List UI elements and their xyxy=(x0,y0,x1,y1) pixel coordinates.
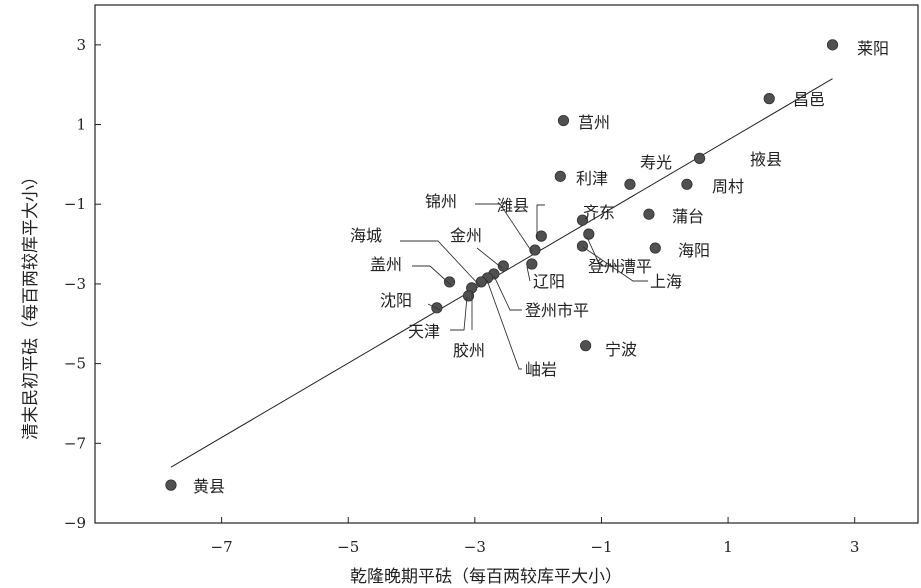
x-axis-label: 乾隆晚期平砝（每百两较库平大小） xyxy=(350,567,622,587)
data-point xyxy=(529,244,541,256)
data-point xyxy=(763,93,775,105)
data-point xyxy=(681,178,693,190)
y-tick-label: 1 xyxy=(76,116,86,134)
leader-line xyxy=(412,265,452,286)
plot-frame xyxy=(94,4,919,524)
point-label: 盖州 xyxy=(370,255,402,274)
data-point xyxy=(431,302,443,314)
label-leader-lines xyxy=(400,203,648,370)
y-tick-label: −9 xyxy=(64,514,86,532)
x-tick-label: −1 xyxy=(590,538,612,556)
point-label: 登州漕平 xyxy=(588,257,652,276)
y-axis-label: 清末民初平砝（每百两较库平大小） xyxy=(21,168,41,440)
point-label: 莒州 xyxy=(578,113,610,132)
leader-line xyxy=(586,236,624,267)
leader-line xyxy=(486,279,522,370)
point-label: 齐东 xyxy=(583,203,615,222)
y-tick-label: 3 xyxy=(76,36,86,54)
point-label: 宁波 xyxy=(605,340,637,359)
data-point xyxy=(580,340,592,352)
x-tick-label: 3 xyxy=(850,538,860,556)
y-tick-label: −5 xyxy=(64,355,86,373)
data-point xyxy=(643,208,655,220)
point-label: 寿光 xyxy=(640,153,672,172)
point-label: 锦州 xyxy=(425,192,457,211)
point-label: 昌邑 xyxy=(793,90,825,109)
data-point xyxy=(693,152,706,165)
leader-line xyxy=(450,296,468,331)
x-tick-label: 1 xyxy=(723,538,733,556)
y-tick-label: −3 xyxy=(64,275,86,293)
data-point xyxy=(165,479,177,491)
point-label: 黄县 xyxy=(193,477,225,496)
point-label: 胶州 xyxy=(453,341,485,360)
point-label: 岫岩 xyxy=(525,360,557,379)
leader-line xyxy=(476,247,503,269)
y-tick-label: −7 xyxy=(64,434,86,452)
point-label: 利津 xyxy=(576,169,608,188)
x-tick-label: −5 xyxy=(337,538,359,556)
data-point xyxy=(554,170,566,182)
data-point xyxy=(557,114,570,127)
data-point xyxy=(497,260,509,272)
point-label: 周村 xyxy=(712,177,744,196)
data-point xyxy=(475,276,487,288)
y-tick-label: −1 xyxy=(64,195,86,213)
point-label: 莱阳 xyxy=(857,39,889,58)
data-points xyxy=(165,39,839,491)
data-point xyxy=(576,214,589,226)
point-label: 沈阳 xyxy=(380,291,412,310)
data-point xyxy=(576,240,589,252)
point-label: 蒲台 xyxy=(672,207,704,226)
data-point xyxy=(443,276,456,288)
point-label: 辽阳 xyxy=(533,272,565,291)
point-label: 掖县 xyxy=(750,150,782,169)
data-point xyxy=(583,228,595,240)
leader-line xyxy=(493,275,522,311)
x-axis-ticks: −7 −5 −3 −1 1 3 xyxy=(211,517,860,556)
leader-line xyxy=(400,240,481,287)
data-point xyxy=(526,258,538,270)
point-label: 天津 xyxy=(408,322,440,341)
point-label: 潍县 xyxy=(497,196,529,215)
x-tick-label: −3 xyxy=(464,538,486,556)
leader-line xyxy=(475,203,533,253)
leader-line xyxy=(526,266,531,282)
point-label: 海城 xyxy=(350,226,382,245)
x-tick-label: −7 xyxy=(211,538,233,556)
regression-line xyxy=(170,78,833,468)
leader-line xyxy=(582,246,648,282)
data-point xyxy=(624,178,636,190)
data-point xyxy=(826,39,839,51)
leader-line xyxy=(427,303,441,311)
point-label: 登州市平 xyxy=(525,301,589,320)
data-point xyxy=(649,242,661,254)
point-label: 金州 xyxy=(450,226,482,245)
data-point xyxy=(535,230,547,242)
point-label: 上海 xyxy=(650,272,682,291)
data-point xyxy=(462,290,475,302)
y-axis-ticks: 3 1 −1 −3 −5 −7 −9 xyxy=(64,36,101,532)
point-label: 海阳 xyxy=(678,241,710,260)
leader-line xyxy=(536,204,545,239)
